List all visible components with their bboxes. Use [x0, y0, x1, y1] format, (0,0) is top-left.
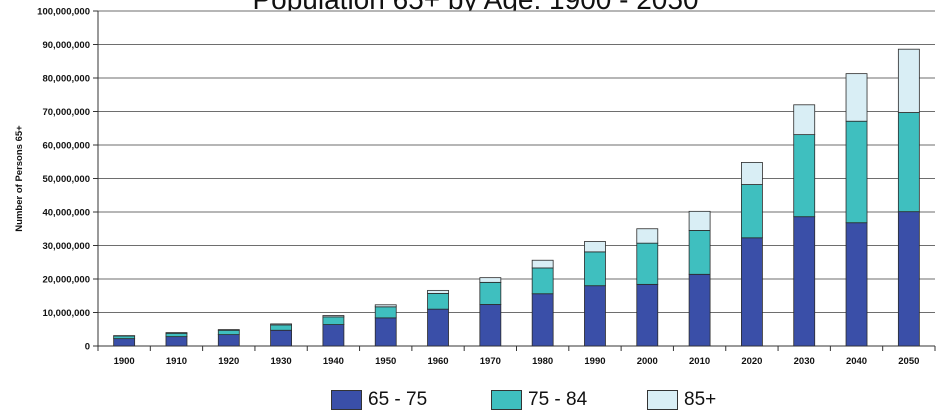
bar-segment [374, 317, 397, 347]
bar-segment [793, 216, 816, 347]
bar-segment [531, 293, 554, 347]
bar-segment [113, 338, 136, 347]
x-tick-label: 2040 [846, 356, 867, 367]
legend-item: 65 - 75 [331, 387, 427, 413]
bar-segment [374, 304, 397, 308]
bar-segment [845, 120, 868, 224]
bar-segment [322, 316, 345, 325]
bar-segment [217, 334, 240, 347]
x-tick-label: 1990 [584, 356, 605, 367]
y-tick-label: 80,000,000 [42, 74, 90, 85]
bar-segment [531, 267, 554, 295]
bar-segment [636, 283, 659, 347]
x-tick-label: 1940 [323, 356, 344, 367]
x-tick-label: 1960 [427, 356, 448, 367]
x-tick-label: 1930 [271, 356, 292, 367]
legend-swatch [647, 390, 678, 410]
x-tick-label: 2010 [689, 356, 710, 367]
bar-segment [322, 324, 345, 347]
bar-segment [688, 273, 711, 347]
bar-segment [322, 315, 345, 318]
y-tick-label: 0 [85, 342, 90, 353]
bar-segment [479, 281, 502, 305]
bar-segment [688, 230, 711, 275]
y-tick-label: 100,000,000 [37, 7, 90, 18]
bar-segment [741, 162, 763, 185]
y-tick-label: 70,000,000 [42, 107, 90, 118]
legend-label: 75 - 84 [528, 389, 588, 410]
x-tick-label: 1950 [375, 356, 396, 367]
x-tick-label: 1980 [532, 356, 553, 367]
legend-swatch [331, 390, 362, 410]
bar-segment [897, 112, 920, 213]
bar-segment [270, 323, 292, 326]
bar-segment [270, 324, 292, 331]
x-tick-label: 2020 [741, 356, 762, 367]
bar-segment [741, 237, 763, 347]
x-tick-label: 1900 [114, 356, 135, 367]
bar-segment [897, 48, 920, 113]
bar-segment [636, 242, 659, 285]
bar-segment [217, 329, 240, 331]
bar-segment [374, 306, 397, 319]
y-tick-label: 30,000,000 [42, 241, 90, 252]
stacked-bar-chart: 0 10,000,000 20,000,000 30,000,000 40,000,00… [14, 7, 936, 367]
bar-segment [427, 289, 449, 294]
y-axis-title: Number of Persons 65+ [14, 125, 25, 232]
bar-segment [897, 211, 920, 347]
y-tick-label: 50,000,000 [42, 174, 90, 185]
x-tick-label: 1910 [166, 356, 187, 367]
bar-segment [845, 222, 868, 347]
bar-segment [479, 277, 502, 283]
bar-segment [113, 335, 136, 340]
bar-segment [427, 308, 449, 347]
bar-segment [793, 134, 816, 218]
bar-segment [217, 329, 240, 336]
bar-segment [165, 332, 188, 334]
bar-segment [584, 285, 606, 347]
legend-swatch [491, 390, 522, 410]
legend-item: 85+ [647, 387, 716, 413]
bar-segment [741, 184, 763, 239]
y-tick-label: 20,000,000 [42, 275, 90, 286]
x-tick-label: 1970 [480, 356, 501, 367]
x-tick-label: 1920 [218, 356, 239, 367]
y-tick-label: 90,000,000 [42, 40, 90, 51]
y-tick-label: 40,000,000 [42, 208, 90, 219]
bar-segment [165, 332, 188, 338]
bar-segment [636, 228, 659, 244]
bar-segment [688, 210, 711, 231]
legend-item: 75 - 84 [491, 387, 587, 413]
bar-segment [427, 293, 449, 310]
legend: 65 - 75 75 - 84 85+ [0, 387, 951, 413]
y-tick-label: 60,000,000 [42, 141, 90, 152]
x-tick-label: 2000 [637, 356, 658, 367]
bar-segment [531, 259, 554, 269]
bar-segment [270, 329, 292, 347]
bar-segment [584, 251, 606, 287]
bar-segment [845, 73, 868, 122]
bar-segment [479, 304, 502, 347]
legend-label: 85+ [684, 389, 717, 410]
x-tick-label: 2030 [794, 356, 815, 367]
bar-segment [584, 241, 606, 253]
bar-segment [793, 104, 816, 136]
x-tick-label: 2050 [898, 356, 919, 367]
y-tick-label: 10,000,000 [42, 308, 90, 319]
legend-label: 65 - 75 [368, 389, 428, 410]
bar-segment [165, 336, 188, 347]
